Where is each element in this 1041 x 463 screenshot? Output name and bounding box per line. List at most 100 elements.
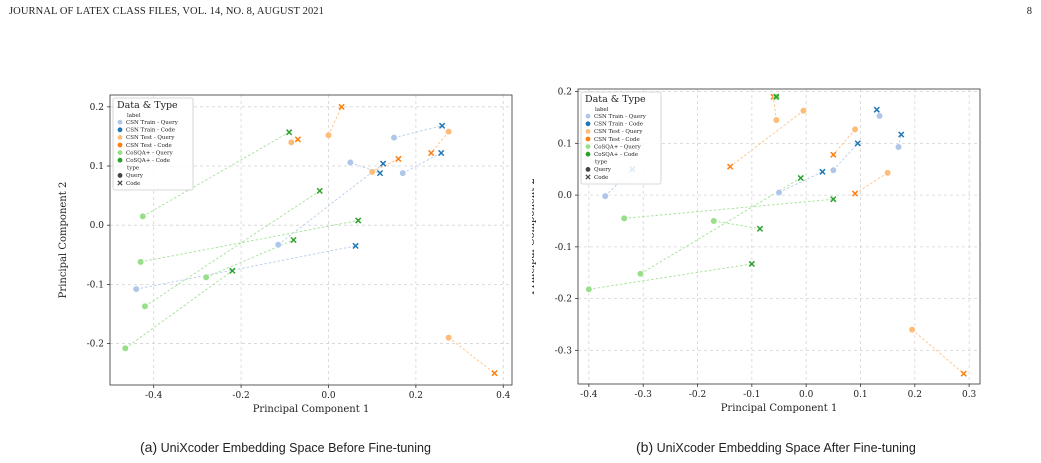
caption-b: (b) UniXcoder Embedding Space After Fine… xyxy=(636,439,916,455)
pair-line xyxy=(773,96,777,121)
y-tick-label: 0.0 xyxy=(558,191,573,201)
y-axis-label: Principal Component 2 xyxy=(58,182,69,299)
point-query xyxy=(445,128,453,136)
caption-b-label: (b) xyxy=(636,439,654,455)
legend-entry: CSN Train - Code xyxy=(126,128,175,134)
x-tick-label: -0.2 xyxy=(689,390,706,400)
legend-entry: CoSQA+ - Code xyxy=(126,158,170,164)
caption-b-text: UniXcoder Embedding Space After Fine-tun… xyxy=(656,441,916,455)
point-query xyxy=(132,285,140,293)
point-query xyxy=(274,241,282,249)
point-query xyxy=(287,138,295,146)
legend-entry: CSN Train - Query xyxy=(126,120,179,126)
legend-entry: CoSQA+ - Code xyxy=(594,152,638,158)
point-code xyxy=(338,103,345,110)
caption-a: (a) UniXcoder Embedding Space Before Fin… xyxy=(140,439,431,455)
pair-line xyxy=(144,190,320,307)
x-tick-label: -0.1 xyxy=(743,390,760,400)
point-code xyxy=(229,267,236,274)
point-query xyxy=(445,334,453,342)
point-code xyxy=(379,160,387,167)
pair-line xyxy=(393,125,443,139)
legend-label-heading: label xyxy=(595,107,609,113)
pair-line xyxy=(713,220,761,230)
legend-marker xyxy=(585,113,591,119)
pair-line xyxy=(624,198,834,219)
point-code xyxy=(960,370,967,377)
point-code xyxy=(290,236,297,244)
y-tick-label: -0.1 xyxy=(555,243,572,253)
legend-marker xyxy=(585,151,591,157)
legend-entry: CSN Test - Query xyxy=(594,129,643,135)
axes-frame xyxy=(109,94,513,386)
point-code xyxy=(726,163,734,170)
legend-entry: CSN Test - Code xyxy=(594,137,640,143)
point-query xyxy=(137,258,145,266)
legend-code: Code xyxy=(594,175,608,181)
x-axis-label: Principal Component 1 xyxy=(721,403,838,414)
point-code xyxy=(294,136,302,143)
legend-box xyxy=(112,97,194,191)
ticks: -0.4 -0.2 0.0 0.2 0.4 -0.2 -0.1 0.0 0.1 0.2 xyxy=(87,103,511,401)
pair-line xyxy=(136,245,356,290)
pair-line xyxy=(832,129,856,156)
legend-marker xyxy=(117,127,123,133)
points xyxy=(121,103,498,377)
legend-query: Query xyxy=(594,167,612,173)
point-query xyxy=(876,112,883,120)
point-query xyxy=(829,166,837,174)
point-code xyxy=(395,155,402,163)
journal-title: JOURNAL OF LATEX CLASS FILES, VOL. 14, N… xyxy=(9,6,324,17)
point-query xyxy=(637,270,644,278)
point-code xyxy=(316,187,323,195)
point-query xyxy=(121,344,129,352)
legend-entry: CoSQA+ - Query xyxy=(126,150,174,156)
point-query xyxy=(908,326,916,334)
legend-type-heading: type xyxy=(127,166,139,172)
figure-b-after-finetuning: -0.4 -0.3 -0.2 -0.1 0.0 0.1 0.2 0.3 -0.3 -0.2 -0.1… xyxy=(532,88,981,414)
y-tick-label: -0.2 xyxy=(555,295,572,305)
x-tick-label: -0.2 xyxy=(232,391,249,401)
pair-line xyxy=(350,162,381,174)
y-tick-label: -0.3 xyxy=(555,346,573,356)
x-axis-label: Principal Component 1 xyxy=(253,404,370,415)
pair-line xyxy=(911,329,964,374)
point-code xyxy=(748,260,755,268)
page-header: JOURNAL OF LATEX CLASS FILES, VOL. 14, N… xyxy=(9,6,1032,20)
point-code xyxy=(898,131,905,138)
x-tick-label: 0.2 xyxy=(409,391,423,401)
point-code xyxy=(352,242,359,250)
point-query xyxy=(202,273,210,281)
legend-code: Code xyxy=(126,181,140,187)
point-query xyxy=(585,285,593,293)
point-code xyxy=(830,196,837,203)
point-query xyxy=(141,302,149,310)
point-code xyxy=(428,149,435,157)
point-code xyxy=(491,370,498,377)
legend-marker xyxy=(585,129,591,134)
x-tick-label: 0.0 xyxy=(321,391,336,401)
pair-line xyxy=(588,263,752,290)
point-query xyxy=(620,214,628,222)
caption-a-text: UniXcoder Embedding Space Before Fine-tu… xyxy=(160,441,431,455)
point-code xyxy=(797,174,804,182)
legend-marker xyxy=(117,142,123,148)
x-tick-label: 0.4 xyxy=(496,391,511,401)
point-query xyxy=(601,192,609,200)
legend-query: Query xyxy=(126,173,144,179)
legend-marker xyxy=(117,157,123,163)
legend-marker xyxy=(117,150,123,155)
legend-marker xyxy=(585,121,591,127)
point-query xyxy=(851,125,859,133)
x-tick-label: 0.3 xyxy=(962,390,977,400)
figure-a-before-finetuning: -0.4 -0.2 0.0 0.2 0.4 -0.2 -0.1 0.0 0.1 0.2 Princi… xyxy=(58,94,513,415)
point-query xyxy=(775,189,783,196)
x-tick-label: -0.4 xyxy=(145,391,163,401)
point-query xyxy=(710,217,718,225)
legend-marker xyxy=(117,135,123,140)
point-code xyxy=(286,129,293,136)
point-query xyxy=(895,143,902,151)
point-query xyxy=(325,131,332,139)
